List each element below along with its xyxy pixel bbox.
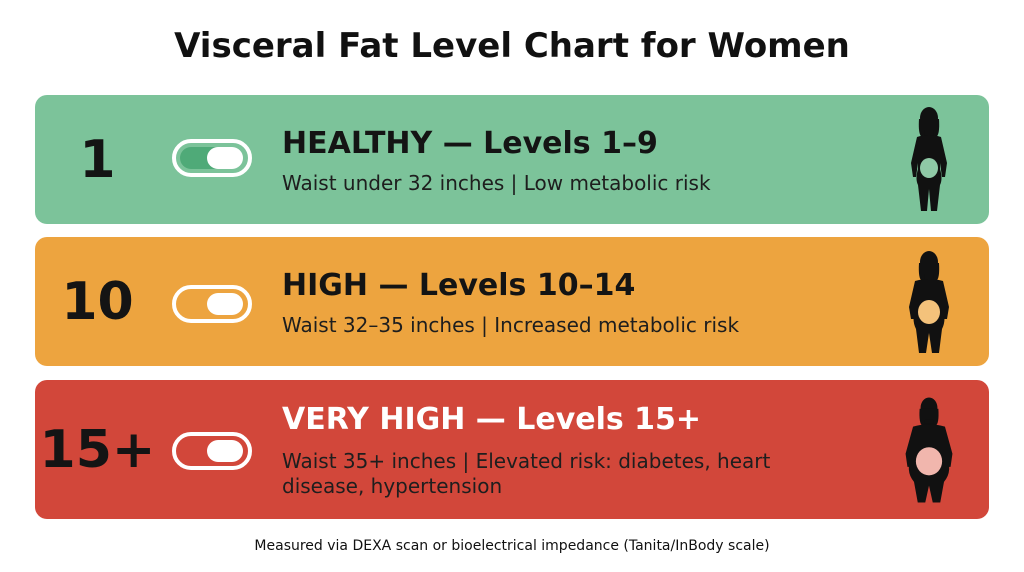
woman-silhouette-icon (909, 251, 949, 353)
band-description-line: disease, hypertension (282, 474, 503, 498)
band-description: Waist 32–35 inches | Increased metabolic… (282, 313, 740, 337)
toggle-icon (172, 285, 252, 323)
band-description-line: Waist 35+ inches | Elevated risk: diabet… (282, 449, 771, 473)
woman-silhouette-icon (911, 107, 947, 211)
band-heading: HIGH — Levels 10–14 (282, 268, 636, 303)
level-number: 15+ (39, 419, 156, 480)
footnote: Measured via DEXA scan or bioelectrical … (254, 538, 770, 554)
toggle-icon (172, 432, 252, 470)
level-number: 10 (61, 271, 134, 332)
band-high: 10 HIGH — Levels 10–14 Waist 32–35 inche… (35, 237, 989, 366)
band-heading: HEALTHY — Levels 1–9 (282, 126, 658, 161)
toggle-icon (172, 139, 252, 177)
band-heading: VERY HIGH — Levels 15+ (282, 402, 702, 437)
woman-silhouette-icon (905, 397, 953, 503)
band-description: Waist under 32 inches | Low metabolic ri… (282, 171, 711, 195)
page-title: Visceral Fat Level Chart for Women (174, 26, 850, 66)
band-very-high: 15+ VERY HIGH — Levels 15+ Waist 35+ inc… (35, 380, 989, 519)
band-healthy: 1 HEALTHY — Levels 1–9 Waist under 32 in… (35, 95, 989, 224)
level-number: 1 (79, 129, 116, 190)
band-description: Waist 35+ inches | Elevated risk: diabet… (282, 449, 770, 499)
